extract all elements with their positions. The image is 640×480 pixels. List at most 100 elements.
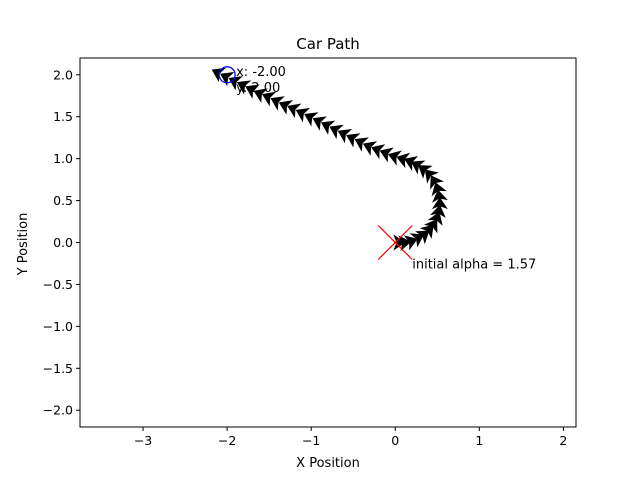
path-point xyxy=(253,88,268,103)
path-arrow xyxy=(295,108,311,123)
path-arrow xyxy=(431,182,447,197)
path-point xyxy=(418,165,433,179)
path-point xyxy=(393,234,406,251)
path-arrow xyxy=(423,219,438,234)
path-arrow xyxy=(379,147,394,163)
path-arrow xyxy=(304,112,319,127)
path-point xyxy=(220,71,235,87)
path-arrow xyxy=(362,141,378,156)
axes-frame xyxy=(79,57,577,428)
y-axis-label: Y Position xyxy=(16,213,31,277)
path-point xyxy=(431,182,447,197)
path-arrow xyxy=(337,128,353,144)
path-arrow xyxy=(278,100,294,115)
path-arrow xyxy=(354,137,369,152)
path-arrow xyxy=(403,235,418,251)
path-point xyxy=(304,112,319,127)
path-point xyxy=(423,219,438,234)
path-arrow xyxy=(320,120,336,135)
target-y-annotation: y: 2.00 xyxy=(236,81,280,96)
path-point xyxy=(379,147,394,163)
path-arrow xyxy=(430,175,444,190)
path-point xyxy=(396,152,411,169)
path-point xyxy=(270,96,285,111)
path-arrow xyxy=(261,91,277,107)
path-point xyxy=(295,108,311,123)
target-x-annotation: x: -2.00 xyxy=(236,65,286,80)
path-point xyxy=(430,204,446,218)
path-arrow xyxy=(432,189,448,203)
path-point xyxy=(354,137,369,152)
y-tick-label: −1.0 xyxy=(43,319,73,334)
y-tick-label: 0.0 xyxy=(53,235,73,250)
path-arrow xyxy=(403,156,419,171)
x-tick-label: 0 xyxy=(391,433,399,448)
path-arrow xyxy=(398,235,412,252)
path-arrow xyxy=(430,204,446,218)
path-point xyxy=(371,144,386,160)
path-point xyxy=(362,141,378,156)
path-point xyxy=(387,150,402,166)
path-arrow xyxy=(393,234,406,251)
path-arrow xyxy=(253,88,268,103)
path-point xyxy=(278,100,294,115)
y-tick-label: −2.0 xyxy=(43,403,73,418)
y-axis-ticks: −2.0 −1.5 −1.0 −0.5 0.0 0.5 1.0 1.5 2.0 xyxy=(43,67,80,418)
y-tick-label: 2.0 xyxy=(53,67,73,82)
path-arrow xyxy=(270,96,285,111)
path-arrow xyxy=(424,169,439,184)
path-point xyxy=(236,80,252,95)
path-point xyxy=(431,197,448,210)
path-arrow xyxy=(220,71,235,87)
path-arrow xyxy=(396,152,411,169)
path-point xyxy=(245,84,260,99)
path-arrow xyxy=(245,84,260,99)
path-point xyxy=(346,133,361,148)
path-point xyxy=(312,116,327,131)
path-point xyxy=(329,124,344,140)
path-arrow xyxy=(387,150,402,166)
path-point xyxy=(430,175,444,190)
x-tick-label: −2 xyxy=(218,433,236,448)
path-point xyxy=(337,128,353,144)
path-point xyxy=(320,120,336,135)
path-arrow xyxy=(415,230,430,245)
x-axis-ticks: −3 −2 −1 0 1 2 xyxy=(134,427,567,448)
x-tick-label: 2 xyxy=(559,433,567,448)
path-arrow xyxy=(236,80,252,95)
path-arrow xyxy=(411,160,426,175)
path-point xyxy=(409,233,425,248)
y-tick-label: 0.5 xyxy=(53,193,73,208)
path-arrow xyxy=(371,144,386,160)
chart-title: Car Path xyxy=(296,35,360,53)
x-tick-label: −1 xyxy=(302,433,320,448)
path-arrow xyxy=(418,165,433,179)
path-arrow xyxy=(409,233,425,248)
path-point xyxy=(287,103,302,119)
path-arrow xyxy=(329,124,344,140)
path-point xyxy=(411,160,426,175)
y-tick-label: −0.5 xyxy=(43,277,73,292)
path-point xyxy=(228,76,243,91)
x-axis-label: X Position xyxy=(296,456,360,471)
path-point xyxy=(403,156,419,171)
path-point xyxy=(424,169,439,184)
x-tick-label: 1 xyxy=(475,433,483,448)
path-arrow xyxy=(287,103,302,119)
path-point xyxy=(415,230,430,245)
path-point xyxy=(432,189,448,203)
plot-area: initial alpha = 1.57 x: -2.00y: 2.00 xyxy=(211,65,536,273)
path-arrow xyxy=(419,224,434,239)
path-arrow xyxy=(346,133,361,148)
y-tick-label: 1.5 xyxy=(53,109,73,124)
path-arrow xyxy=(228,76,243,91)
path-point xyxy=(261,91,277,107)
path-point xyxy=(427,211,443,226)
start-marker xyxy=(377,225,413,260)
path-arrow xyxy=(427,211,443,226)
x-tick-label: −3 xyxy=(134,433,152,448)
start-annotation: initial alpha = 1.57 xyxy=(412,258,536,273)
path-arrow xyxy=(431,197,448,210)
